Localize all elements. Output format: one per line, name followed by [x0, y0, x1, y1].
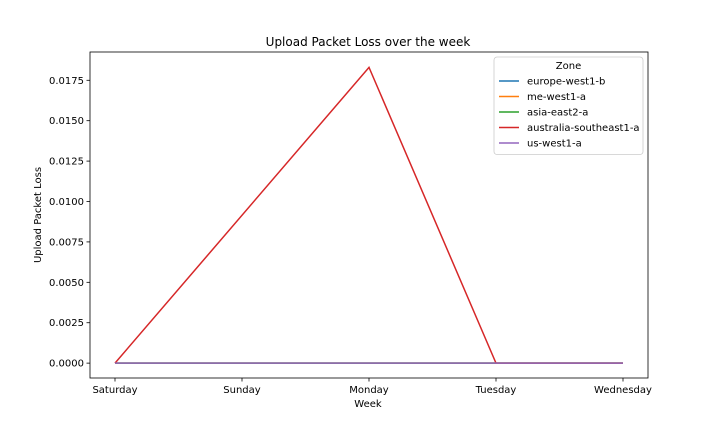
legend: Zone europe-west1-b me-west1-a asia-east2-a… [493, 56, 644, 155]
y-tick-label: 0.0025 [49, 318, 84, 329]
x-tick-label: Monday [349, 385, 389, 396]
series-layer [114, 65, 623, 364]
legend-title: Zone [556, 61, 581, 72]
legend-entry: europe-west1-b [527, 77, 605, 88]
legend-entry: australia-southeast1-a [527, 123, 640, 134]
y-tick-label: 0.0125 [49, 157, 84, 168]
y-axis-label: Upload Packet Loss [33, 167, 44, 263]
y-tick-label: 0.0175 [49, 76, 84, 87]
y-tick-label: 0.0150 [49, 116, 84, 127]
y-tick-label: 0.0100 [49, 197, 84, 208]
x-tick-label: Wednesday [594, 385, 652, 396]
y-tick-label: 0.0075 [49, 237, 84, 248]
y-tick-label: 0.0000 [49, 359, 84, 370]
legend-entry: me-west1-a [527, 92, 586, 103]
legend-entry: asia-east2-a [527, 108, 588, 119]
y-tick-label: 0.0050 [49, 278, 84, 289]
x-tick-label: Saturday [92, 385, 137, 396]
x-axis-label: Week [354, 399, 382, 410]
chart-title: Upload Packet Loss over the week [266, 35, 471, 49]
legend-box [493, 56, 644, 155]
x-tick-label: Sunday [223, 385, 260, 396]
legend-entry: us-west1-a [527, 139, 582, 150]
axes-layer: Saturday Sunday Monday Tuesday Wednesday 0.00… [49, 51, 652, 396]
x-tick-label: Tuesday [475, 385, 517, 396]
